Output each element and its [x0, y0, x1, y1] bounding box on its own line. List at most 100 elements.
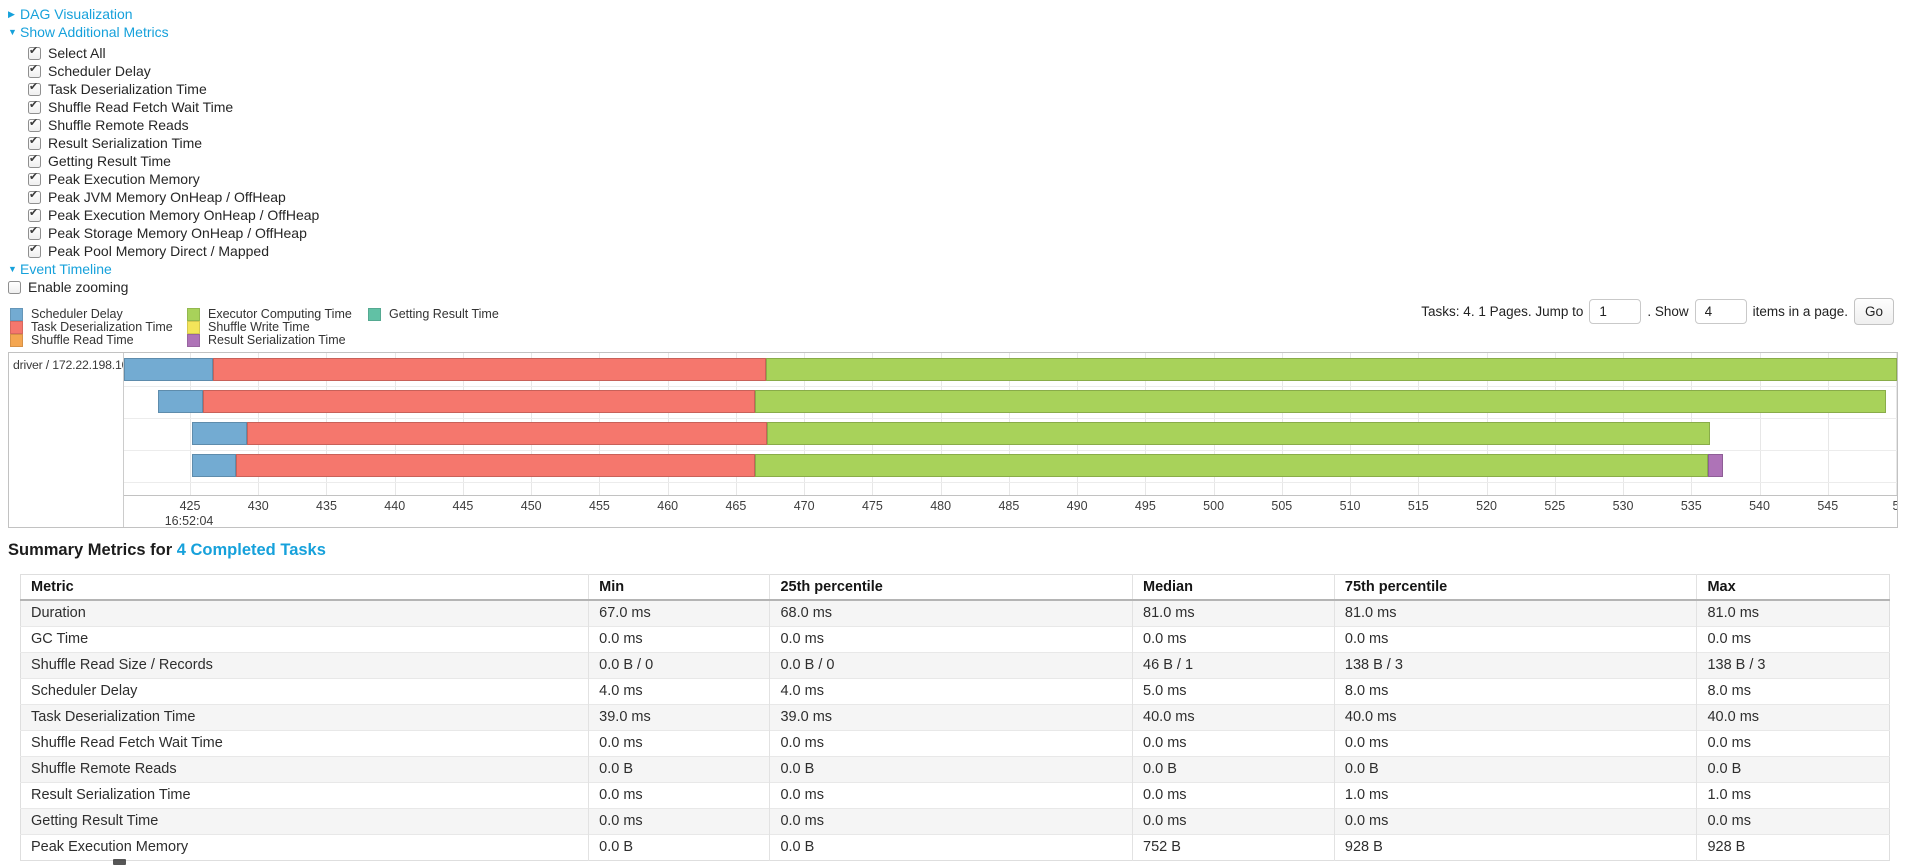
go-button[interactable]: Go: [1853, 297, 1894, 325]
jump-to-page-input[interactable]: [1589, 298, 1642, 324]
checkbox-checked-icon[interactable]: ✔: [28, 63, 41, 78]
column-header: Min: [588, 574, 770, 601]
axis-tick-label: 505: [1271, 499, 1293, 513]
axis-start-time-label: 16:52:04: [164, 514, 214, 527]
legend-item: Executor Computing Time: [187, 307, 368, 322]
axis-tick-label: 445: [452, 499, 474, 513]
summary-table-head-row: Metric Min 25th percentile Median 75th perce…: [20, 574, 1890, 601]
timeline-bar-segment-executor_computing[interactable]: [766, 358, 1897, 381]
metric-value-cell: 8.0 ms: [1333, 678, 1697, 705]
metric-value-cell: 0.0 ms: [769, 782, 1133, 809]
completed-tasks-link[interactable]: 4 Completed Tasks: [176, 541, 326, 559]
metric-value-cell: 0.0 B / 0: [588, 652, 770, 679]
checkbox-checked-icon[interactable]: ✔: [28, 243, 41, 258]
legend-label: Getting Result Time: [389, 307, 499, 322]
axis-tick-label: 470: [793, 499, 815, 513]
legend-label: Executor Computing Time: [208, 307, 352, 322]
dag-visualization-link[interactable]: DAG Visualization: [20, 6, 133, 22]
checkbox-checked-icon[interactable]: ✔: [28, 153, 41, 168]
metric-value-cell: 0.0 ms: [1333, 626, 1697, 653]
metric-checkbox-label: Peak Pool Memory Direct / Mapped: [48, 243, 269, 259]
event-timeline-link[interactable]: Event Timeline: [20, 261, 112, 277]
timeline-bar-segment-executor_computing[interactable]: [766, 422, 1711, 445]
metric-value-cell: 0.0 ms: [1696, 730, 1890, 757]
timeline-bar-segment-result_serialization[interactable]: [1708, 454, 1724, 477]
legend-label: Shuffle Read Time: [31, 333, 134, 347]
metric-value-cell: 928 B: [1333, 834, 1697, 861]
timeline-axis-line: [9, 495, 1897, 496]
timeline-bar-segment-task_deserialization[interactable]: [212, 358, 766, 381]
metric-checkbox-row[interactable]: ✔ Select All: [28, 44, 319, 62]
axis-tick-label: 480: [930, 499, 952, 513]
metric-checkbox-row[interactable]: ✔ Peak Pool Memory Direct / Mapped: [28, 242, 319, 260]
timeline-bar-segment-executor_computing[interactable]: [755, 390, 1886, 413]
timeline-bar-segment-task_deserialization[interactable]: [246, 422, 767, 445]
metric-checkbox-row[interactable]: ✔ Shuffle Read Fetch Wait Time: [28, 98, 319, 116]
checkbox-checked-icon[interactable]: ✔: [28, 171, 41, 186]
checkbox-checked-icon[interactable]: ✔: [28, 99, 41, 114]
gridline: [1827, 353, 1829, 495]
timeline-bar-segment-scheduler_delay[interactable]: [157, 390, 203, 413]
metric-checkbox-row[interactable]: ✔ Peak Execution Memory: [28, 170, 319, 188]
show-additional-metrics-link[interactable]: Show Additional Metrics: [20, 24, 169, 40]
metric-checkbox-label: Shuffle Remote Reads: [48, 117, 189, 133]
legend-column: Getting Result Time: [368, 307, 499, 346]
metric-value-cell: 40.0 ms: [1132, 704, 1335, 731]
metric-value-cell: 752 B: [1132, 834, 1335, 861]
checkbox-checked-icon[interactable]: ✔: [28, 45, 41, 60]
chevron-down-icon: ▼: [8, 27, 17, 37]
metric-value-cell: 4.0 ms: [769, 678, 1133, 705]
timeline-bar-segment-executor_computing[interactable]: [755, 454, 1709, 477]
metric-checkbox-row[interactable]: ✔ Scheduler Delay: [28, 62, 319, 80]
metric-checkbox-row[interactable]: ✔ Task Deserialization Time: [28, 80, 319, 98]
task-pagination: Tasks: 4. 1 Pages. Jump to . Show items …: [1421, 296, 1894, 326]
metric-checkbox-row[interactable]: ✔ Peak Execution Memory OnHeap / OffHeap: [28, 206, 319, 224]
metric-checkbox-row[interactable]: ✔ Shuffle Remote Reads: [28, 116, 319, 134]
checkbox-unchecked-icon[interactable]: [8, 280, 21, 294]
checkbox-checked-icon[interactable]: ✔: [28, 81, 41, 96]
metric-value-cell: 46 B / 1: [1132, 652, 1335, 679]
metric-name-cell: Task Deserialization Time: [20, 704, 589, 731]
column-header: 25th percentile: [769, 574, 1133, 601]
metric-checkbox-label: Peak Execution Memory: [48, 171, 200, 187]
metric-name-cell: Shuffle Read Fetch Wait Time: [20, 730, 589, 757]
metric-value-cell: 0.0 ms: [1132, 626, 1335, 653]
metric-checkbox-label: Peak JVM Memory OnHeap / OffHeap: [48, 189, 286, 205]
metric-checkbox-row[interactable]: ✔ Peak JVM Memory OnHeap / OffHeap: [28, 188, 319, 206]
axis-tick-label: 510: [1339, 499, 1361, 513]
show-additional-metrics-toggle[interactable]: ▼ Show Additional Metrics: [8, 23, 319, 41]
metric-value-cell: 67.0 ms: [588, 599, 770, 627]
dag-visualization-toggle[interactable]: ▶ DAG Visualization: [8, 5, 319, 23]
metric-value-cell: 0.0 ms: [769, 730, 1133, 757]
legend-column: Scheduler Delay Task Deserialization Time…: [10, 307, 187, 347]
timeline-bar-segment-scheduler_delay[interactable]: [124, 358, 213, 381]
items-per-page-input[interactable]: [1694, 298, 1747, 324]
metric-checkbox-row[interactable]: ✔ Getting Result Time: [28, 152, 319, 170]
summary-metrics-heading: Summary Metrics for 4 Completed Tasks: [8, 541, 326, 560]
checkbox-checked-icon[interactable]: ✔: [28, 189, 41, 204]
checkbox-checked-icon[interactable]: ✔: [28, 135, 41, 150]
metric-name-cell: Shuffle Remote Reads: [20, 756, 589, 783]
axis-tick-label: 500: [1203, 499, 1225, 513]
legend-swatch-shuffle_write: [187, 320, 200, 334]
checkbox-checked-icon[interactable]: ✔: [28, 117, 41, 132]
axis-tick-label: 455: [589, 499, 610, 513]
checkbox-checked-icon[interactable]: ✔: [28, 225, 41, 240]
timeline-bar-segment-scheduler_delay[interactable]: [191, 422, 247, 445]
metric-checkbox-row[interactable]: ✔ Result Serialization Time: [28, 134, 319, 152]
task-timeline-bar: [124, 390, 1897, 413]
legend-swatch-shuffle_read: [10, 333, 23, 347]
event-timeline-chart: 425 430 435 440 445 450 455 460 465 470 475 480 485 4…: [8, 352, 1898, 528]
metric-name-cell: Duration: [20, 599, 589, 627]
checkbox-checked-icon[interactable]: ✔: [28, 207, 41, 222]
table-row: Duration 67.0 ms 68.0 ms 81.0 ms 81.0 ms 81.0…: [20, 599, 1890, 627]
enable-zooming-row[interactable]: Enable zooming: [8, 278, 319, 296]
timeline-bar-segment-task_deserialization[interactable]: [235, 454, 755, 477]
timeline-bar-segment-task_deserialization[interactable]: [202, 390, 755, 413]
timeline-bar-segment-scheduler_delay[interactable]: [191, 454, 236, 477]
metric-checkbox-row[interactable]: ✔ Peak Storage Memory OnHeap / OffHeap: [28, 224, 319, 242]
axis-tick-label: 475: [861, 499, 883, 513]
axis-tick-label: 540: [1749, 499, 1770, 513]
event-timeline-toggle[interactable]: ▼ Event Timeline: [8, 260, 319, 278]
